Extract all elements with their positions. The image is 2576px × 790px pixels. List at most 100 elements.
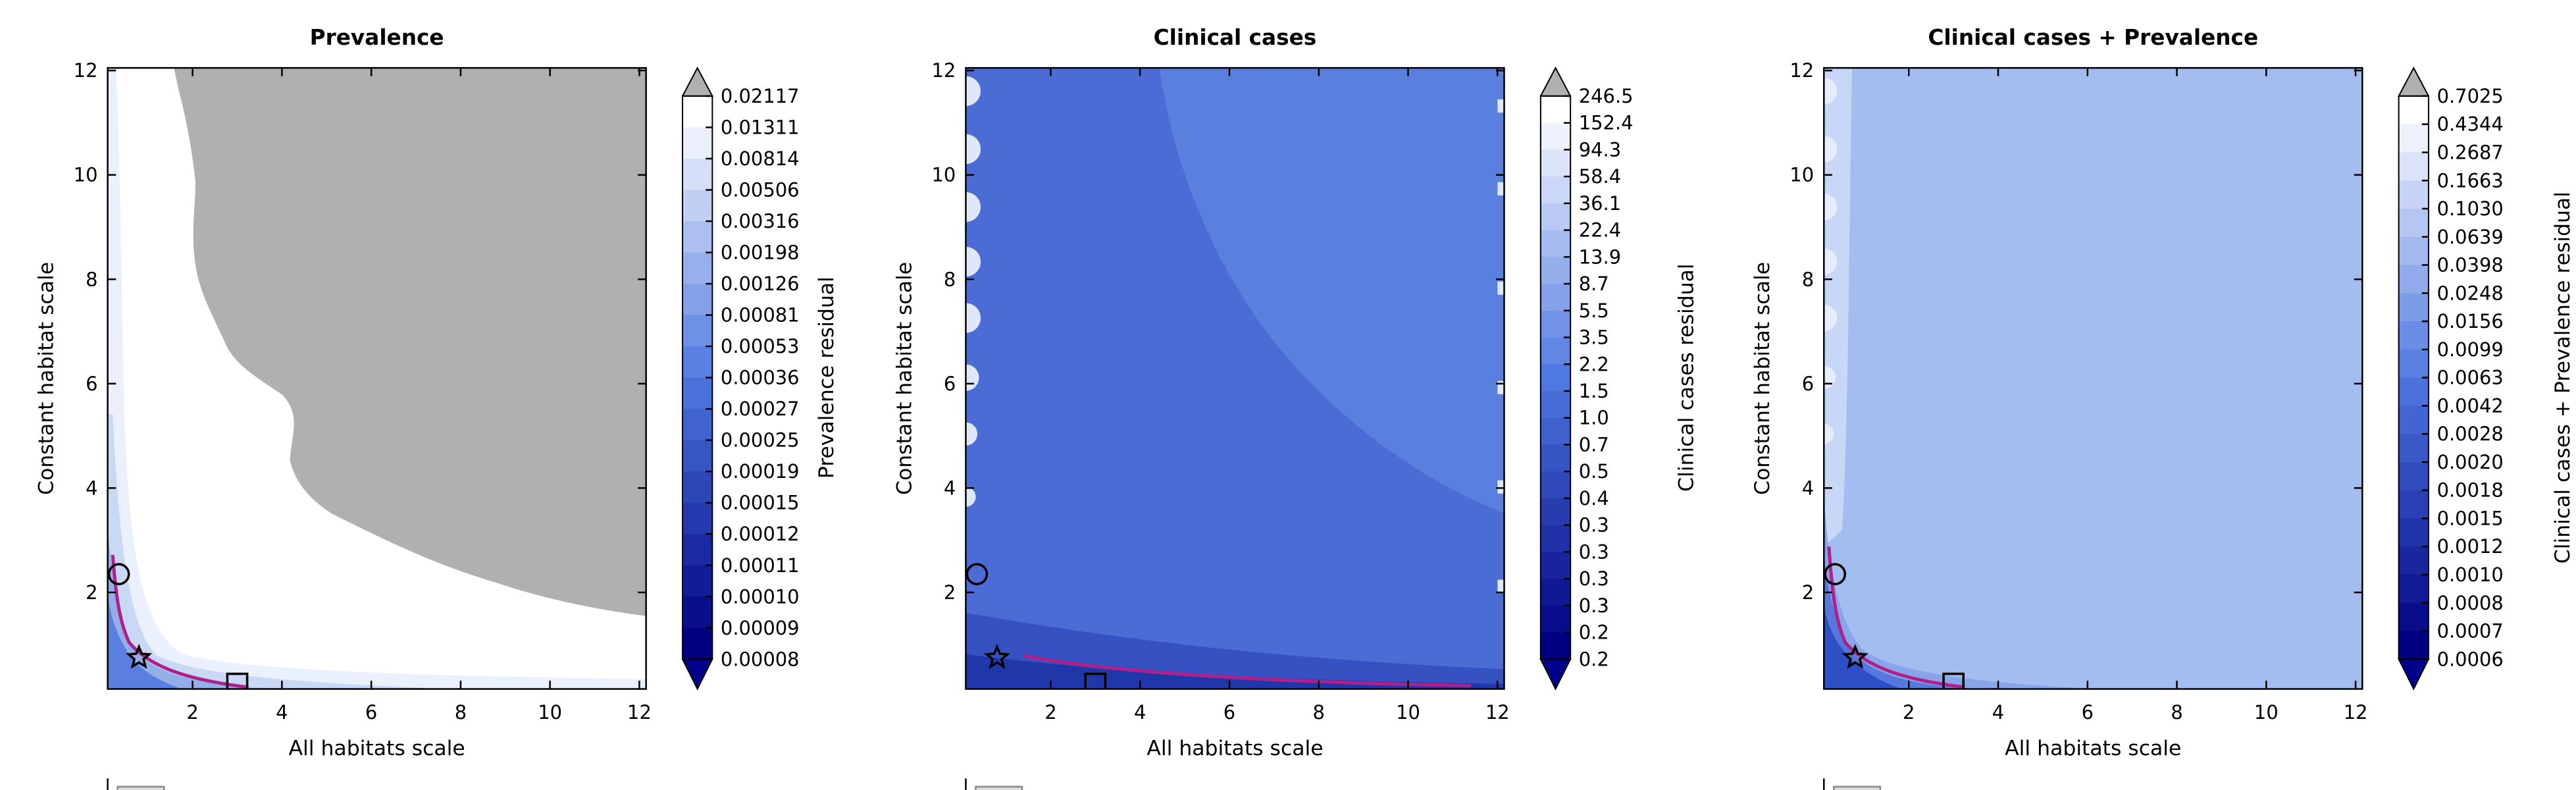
y-tick-label: 2 (944, 581, 956, 604)
x-tick-label: 6 (1224, 701, 1235, 724)
x-tick-label: 4 (276, 701, 288, 724)
legend-swatch-fragment (975, 785, 1023, 790)
contour-band (107, 596, 182, 689)
x-axis-label: All habitats scale (289, 737, 465, 760)
colorbar-segment (1540, 149, 1571, 177)
colorbar-segment (1540, 525, 1571, 553)
colorbar-tick-label: 0.3 (1579, 540, 1609, 563)
axes-frame (965, 66, 1505, 690)
y-axis-label: Constant habitat scale (1751, 262, 1774, 495)
colorbar-extend-over (2398, 66, 2430, 97)
y-tick-label: 8 (86, 268, 97, 290)
colorbar-segment (683, 346, 713, 379)
colorbar-tick-label: 0.00198 (721, 242, 800, 264)
colorbar-tick-label: 1.5 (1579, 380, 1609, 402)
colorbar-segment (2398, 293, 2429, 322)
x-tick-label: 8 (1313, 701, 1325, 724)
colorbar-tick-label: 0.0028 (2437, 423, 2504, 445)
marker-circle (966, 563, 989, 585)
x-axis-label: All habitats scale (2005, 737, 2181, 760)
colorbar-tick-label: 0.00019 (721, 460, 800, 483)
colorbar-tick-label: 246.5 (1579, 85, 1634, 107)
over-range-region (174, 68, 646, 616)
colorbar-tick-label: 0.0156 (2437, 310, 2504, 332)
colorbar-segment (683, 627, 713, 660)
axes-frame (1823, 66, 2363, 690)
marker-star (984, 644, 1010, 669)
colorbar-extend-under (1539, 658, 1572, 691)
colorbar-tick-label: 0.0006 (2437, 648, 2504, 670)
colorbar-segment (683, 377, 713, 409)
y-tick-label: 6 (1802, 373, 1814, 395)
colorbar-tick-label: 0.7025 (2437, 85, 2504, 107)
x-tick-label: 4 (1134, 701, 1146, 724)
legend-swatch-fragment (116, 785, 165, 790)
colorbar-segment (683, 409, 713, 441)
contour-band (1824, 604, 1902, 689)
colorbar-segment (1540, 632, 1571, 660)
percentile-contour (1023, 654, 1472, 688)
contour-band (966, 654, 1505, 689)
colorbar-tick-label: 0.00027 (721, 398, 800, 420)
y-tick-label: 4 (86, 477, 97, 499)
y-tick-label: 4 (1802, 477, 1814, 499)
colorbar-tick-label: 3.5 (1579, 327, 1609, 349)
colorbar-segment (2398, 236, 2429, 266)
panel: Clinical cases All habitats scale Constant… (892, 25, 1698, 790)
y-tick-label: 2 (1802, 581, 1814, 604)
colorbar-tick-label: 0.0063 (2437, 367, 2504, 389)
colorbar-segment (1540, 498, 1571, 526)
colorbar-tick-label: 0.3 (1579, 514, 1609, 537)
colorbar-tick-label: 0.4344 (2437, 113, 2504, 136)
colorbar-tick-label: 0.00015 (721, 492, 800, 514)
colorbar-segment (1540, 471, 1571, 499)
colorbar-tick-label: 13.9 (1579, 246, 1621, 268)
colorbar-segment (1540, 122, 1571, 151)
colorbar-segment (683, 284, 713, 316)
colorbar-segment (683, 221, 713, 253)
contour-band (1159, 68, 1505, 514)
marker-circle (1824, 563, 1847, 585)
y-axis-label: Constant habitat scale (35, 262, 59, 495)
marker-star (126, 644, 153, 669)
colorbar-tick-label: 2.2 (1579, 353, 1609, 375)
colorbar-tick-label: 0.1030 (2437, 198, 2504, 220)
marker-square (1942, 672, 1965, 689)
colorbar-segment (1540, 417, 1571, 446)
y-tick-label: 10 (74, 164, 98, 186)
colorbar-segment (1540, 230, 1571, 258)
markers (1824, 563, 1965, 689)
colorbar-tick-label: 0.00814 (721, 147, 800, 170)
contour-field (107, 68, 646, 689)
colorbar-segment (683, 95, 713, 128)
field-background (1824, 68, 2363, 689)
colorbar-segment (1540, 337, 1571, 365)
colorbar-segment (683, 252, 713, 284)
colorbar-tick-label: 0.7 (1579, 433, 1609, 456)
colorbar-tick-label: 0.00506 (721, 179, 800, 201)
colorbar-tick-label: 0.02117 (721, 85, 800, 107)
chart-title: Prevalence (310, 25, 444, 50)
colorbar-label: Clinical cases + Prevalence residual (2551, 192, 2575, 564)
colorbar-segment (1540, 284, 1571, 311)
colorbar-tick-label: 0.0018 (2437, 479, 2504, 502)
colorbar-extend-over (1539, 66, 1572, 97)
colorbar-segment (2398, 349, 2429, 379)
colorbar-frame (1539, 95, 1572, 660)
colorbar-segment (683, 471, 713, 504)
colorbar-segment (1540, 95, 1571, 124)
y-axis-label: Constant habitat scale (892, 262, 916, 495)
colorbar-tick-label: 0.0008 (2437, 592, 2504, 614)
colorbar-segment (2398, 95, 2429, 125)
x-tick-label: 10 (1396, 701, 1420, 724)
x-axis-label: All habitats scale (1146, 737, 1323, 760)
y-tick-label: 12 (74, 59, 98, 82)
x-tick-label: 12 (2344, 701, 2368, 724)
marker-circle (107, 563, 130, 585)
x-tick-label: 2 (1903, 701, 1915, 724)
y-tick-label: 4 (944, 477, 956, 499)
colorbar-tick-label: 22.4 (1579, 219, 1621, 242)
panel-field (1824, 68, 2363, 689)
colorbar-segment (2398, 574, 2429, 604)
colorbar-tick-label: 0.00012 (721, 523, 800, 545)
